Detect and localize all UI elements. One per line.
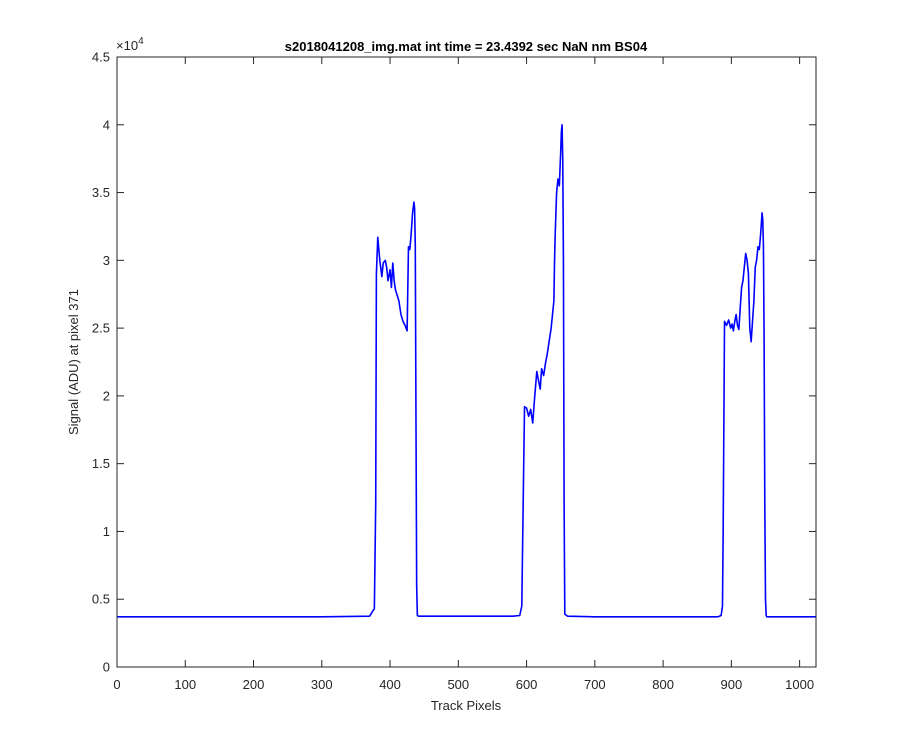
x-tick-label: 700 [584, 677, 606, 692]
y-tick-label: 0.5 [92, 592, 110, 607]
y-axis-ticks: 0 0.5 1 1.5 2 2.5 3 3.5 4 4.5 [92, 50, 816, 675]
y-tick-label: 1.5 [92, 456, 110, 471]
y-axis-exponent: ×104 [116, 36, 144, 53]
y-axis-exponent-base: ×10 [116, 38, 138, 53]
plot-area [116, 56, 817, 668]
x-tick-label: 500 [447, 677, 469, 692]
x-tick-label: 1000 [785, 677, 814, 692]
y-axis-label: Signal (ADU) at pixel 371 [66, 289, 81, 435]
x-tick-label: 0 [113, 677, 120, 692]
y-axis-exponent-power: 4 [138, 36, 144, 47]
x-tick-label: 800 [652, 677, 674, 692]
axes-box [116, 56, 817, 668]
y-tick-label: 0 [103, 660, 110, 675]
y-tick-label: 2.5 [92, 321, 110, 336]
x-axis-ticks: 0 100 200 300 400 500 600 700 800 900 1000 [113, 57, 814, 692]
x-axis-label: Track Pixels [431, 698, 502, 713]
y-tick-label: 3.5 [92, 185, 110, 200]
x-tick-label: 600 [516, 677, 538, 692]
x-tick-label: 900 [721, 677, 743, 692]
y-tick-label: 4.5 [92, 50, 110, 65]
x-tick-label: 100 [174, 677, 196, 692]
plot-background [117, 57, 816, 667]
chart-title: s2018041208_img.mat int time = 23.4392 s… [285, 39, 648, 54]
x-tick-label: 400 [379, 677, 401, 692]
y-tick-label: 2 [103, 388, 110, 403]
y-tick-label: 4 [103, 117, 110, 132]
y-tick-label: 3 [103, 253, 110, 268]
series-line-0 [117, 123, 816, 618]
x-tick-label: 300 [311, 677, 333, 692]
y-tick-label: 1 [103, 524, 110, 539]
x-tick-label: 200 [243, 677, 265, 692]
